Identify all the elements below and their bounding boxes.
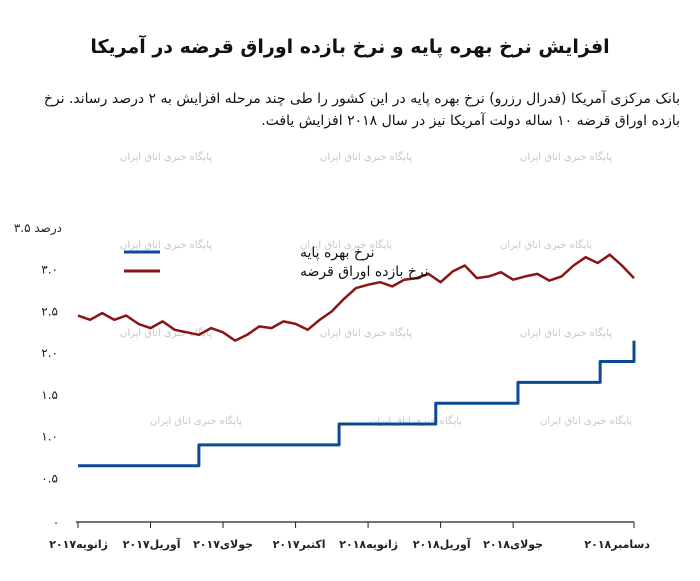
y-tick-label: ۲.۵ — [41, 304, 58, 318]
x-tick-label: آوریل۲۰۱۷ — [123, 537, 181, 551]
watermark: پایگاه خبری اتاق ایران — [520, 152, 613, 163]
y-tick-label: ۳.۵ درصد — [14, 221, 62, 236]
y-axis: . ۰.۵ ۱.۰ ۱.۵ ۲.۰ ۲.۵ ۳.۰ ۳.۵ درصد — [14, 221, 62, 527]
watermark: پایگاه خبری اتاق ایران — [120, 328, 213, 339]
watermark: پایگاه خبری اتاق ایران — [120, 152, 213, 163]
watermark: پایگاه خبری اتاق ایران — [320, 328, 413, 339]
x-axis: ژانویه۲۰۱۷ آوریل۲۰۱۷ جولای۲۰۱۷ اکتبر۲۰۱۷ ژان… — [49, 522, 650, 551]
series-line-bond-yield — [77, 253, 635, 342]
watermark: پایگاه خبری اتاق ایران — [300, 240, 393, 251]
y-tick-label: . — [54, 513, 58, 527]
y-tick-label: ۳.۰ — [41, 263, 58, 277]
watermark: پایگاه خبری اتاق ایران — [150, 416, 243, 427]
legend-label-base-rate: نرخ بهره پایه — [300, 245, 375, 261]
page-title: افزایش نرخ بهره پایه و نرخ بازده اوراق ق… — [90, 36, 610, 58]
y-tick-label: ۱.۵ — [41, 388, 58, 402]
y-tick-label: ۲.۰ — [41, 346, 58, 360]
x-tick-label: آوریل۲۰۱۸ — [413, 537, 471, 551]
x-tick-label: اکتبر۲۰۱۷ — [273, 538, 326, 551]
chart-subtitle: بانک مرکزی آمریکا (فدرال رزرو) نرخ بهره … — [43, 91, 680, 129]
watermark: پایگاه خبری اتاق ایران — [520, 328, 613, 339]
watermark: پایگاه خبری اتاق ایران — [540, 416, 633, 427]
x-tick-label: جولای۲۰۱۷ — [193, 538, 253, 551]
x-tick-label: جولای۲۰۱۸ — [483, 538, 543, 551]
legend-label-bond-yield: نرخ بازده اوراق قرضه — [300, 264, 428, 280]
x-tick-label: دسامبر۲۰۱۸ — [584, 538, 650, 551]
series-line-base-rate — [78, 340, 636, 468]
series-layer — [77, 253, 636, 468]
x-tick-label: ژانویه۲۰۱۷ — [49, 538, 108, 551]
watermark: پایگاه خبری اتاق ایران — [320, 152, 413, 163]
watermark: پایگاه خبری اتاق ایران — [120, 240, 213, 251]
y-tick-label: ۱.۰ — [41, 430, 58, 444]
legend: نرخ بهره پایه نرخ بازده اوراق قرضه — [124, 245, 428, 280]
watermark: پایگاه خبری اتاق ایران — [370, 416, 463, 427]
y-tick-label: ۰.۵ — [41, 471, 58, 485]
watermark: پایگاه خبری اتاق ایران — [500, 240, 593, 251]
x-tick-label: ژانویه۲۰۱۸ — [339, 538, 398, 551]
